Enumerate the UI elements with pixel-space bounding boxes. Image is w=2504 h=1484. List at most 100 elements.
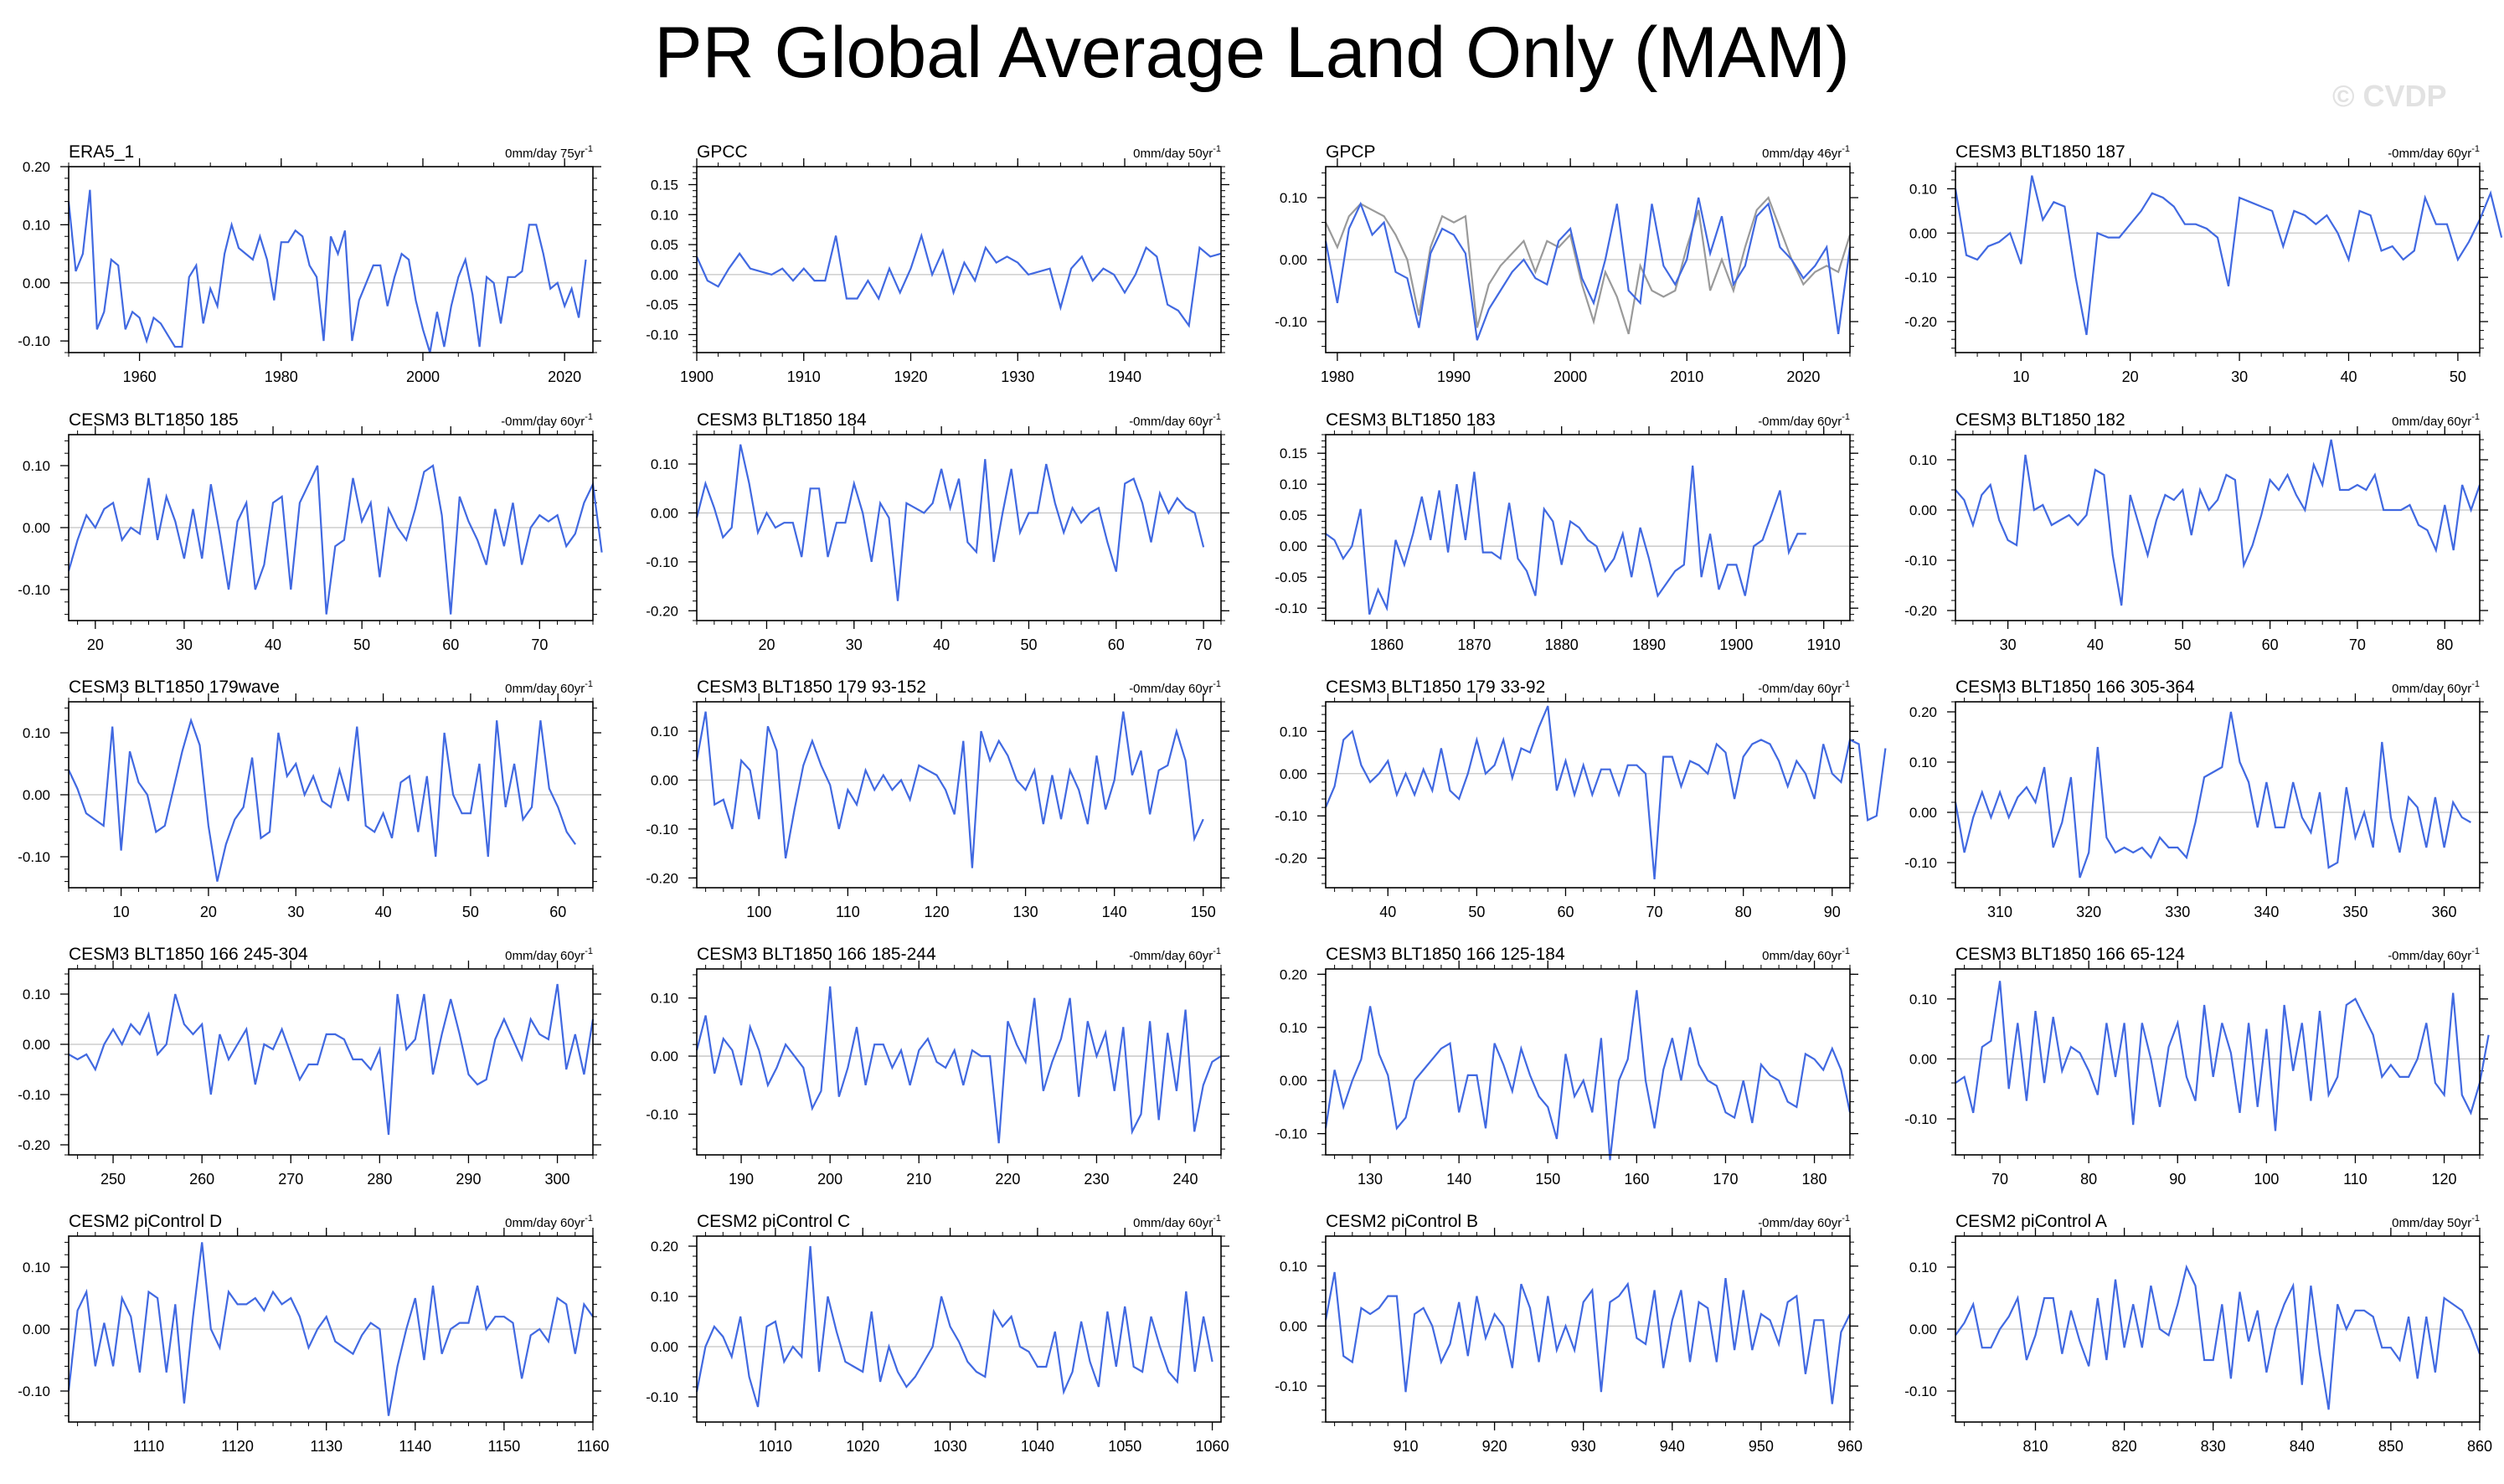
trend-label: 0mm/day 60yr-1 (2392, 412, 2480, 429)
panel-18: CESM2 piControl C 0mm/day 60yr-1 1010 1020 1… (646, 1212, 1229, 1455)
trend-label: 0mm/day 60yr-1 (1133, 1213, 1221, 1230)
x-tick-label: 70 (1195, 636, 1212, 653)
trend-exponent: -1 (2471, 412, 2480, 422)
trend-exponent: -1 (585, 679, 593, 689)
y-tick-label: -0.10 (18, 333, 50, 349)
x-tick-label: 1140 (399, 1438, 431, 1455)
x-tick-label: 30 (2231, 368, 2248, 385)
trend-label: -0mm/day 60yr-1 (1129, 679, 1221, 696)
x-tick-label: 810 (2022, 1438, 2048, 1455)
x-tick-label: 260 (189, 1171, 214, 1188)
plot-frame (1325, 434, 1851, 621)
x-tick-label: 1160 (577, 1438, 610, 1455)
x-tick-label: 20 (87, 636, 104, 653)
x-tick-label: 1910 (787, 368, 821, 385)
panel-title: CESM3 BLT1850 182 (1955, 410, 2125, 430)
x-tick-label: 40 (2087, 636, 2104, 653)
panel-8: CESM3 BLT1850 182 0mm/day 60yr-1 30 40 50 60 7… (1904, 410, 2488, 653)
x-tick-label: 1940 (1108, 368, 1141, 385)
panel-title: CESM2 piControl D (69, 1212, 222, 1231)
panel-title: CESM3 BLT1850 179 33-92 (1326, 678, 1545, 697)
y-tick-label: 0.10 (23, 217, 50, 233)
y-tick-label: -0.10 (18, 849, 50, 865)
x-tick-label: 850 (2378, 1438, 2404, 1455)
y-tick-label: 0.10 (1280, 190, 1307, 206)
y-tick-label: 0.00 (23, 276, 50, 291)
y-tick-label: -0.10 (1275, 808, 1307, 824)
y-tick-label: 0.00 (23, 787, 50, 803)
panel-1: ERA5_1 0mm/day 75yr-1 1960 1980 2000 2020 -0.1… (18, 142, 601, 385)
y-tick-label: -0.10 (646, 1106, 678, 1122)
trend-label: -0mm/day 60yr-1 (501, 412, 593, 429)
panel-title: CESM2 piControl B (1326, 1212, 1478, 1231)
series-line (1324, 990, 1852, 1161)
y-tick-label: -0.10 (1904, 1384, 1937, 1399)
x-tick-label: 1130 (310, 1438, 343, 1455)
y-tick-label: -0.10 (18, 582, 50, 598)
y-tick-label: -0.10 (1275, 314, 1307, 330)
x-tick-label: 1030 (934, 1438, 967, 1455)
x-tick-label: 1870 (1457, 636, 1491, 653)
x-tick-label: 50 (1468, 904, 1485, 920)
trend-label: -0mm/day 60yr-1 (2388, 946, 2480, 963)
trend-exponent: -1 (1842, 144, 1850, 154)
panel-title: CESM3 BLT1850 166 245-304 (69, 945, 308, 964)
series-line (1954, 711, 2471, 879)
y-tick-label: -0.20 (18, 1137, 50, 1153)
x-tick-label: 1150 (488, 1438, 521, 1455)
x-tick-label: 10 (2012, 368, 2029, 385)
plot-frame (696, 1235, 1222, 1423)
x-tick-label: 60 (2262, 636, 2279, 653)
plot-frame (1325, 166, 1851, 353)
y-tick-label: 0.10 (1909, 452, 1937, 468)
plot-frame (68, 166, 594, 353)
y-tick-label: 0.00 (1280, 1073, 1307, 1089)
x-tick-label: 80 (1735, 904, 1752, 920)
plot-frame (1325, 701, 1851, 889)
panel-17: CESM2 piControl D 0mm/day 60yr-1 1110 1120 1… (18, 1212, 609, 1455)
x-tick-label: 20 (2122, 368, 2139, 385)
trend-exponent: -1 (1213, 144, 1221, 154)
y-tick-label: 0.20 (1280, 966, 1307, 982)
x-tick-label: 920 (1482, 1438, 1507, 1455)
y-tick-label: 0.10 (23, 987, 50, 1002)
trend-exponent: -1 (1213, 946, 1221, 956)
x-tick-label: 90 (1824, 904, 1841, 920)
x-tick-label: 60 (1557, 904, 1574, 920)
trend-label: 0mm/day 50yr-1 (1133, 144, 1221, 161)
x-tick-label: 30 (287, 904, 304, 920)
x-tick-label: 290 (456, 1171, 481, 1188)
x-tick-label: 280 (367, 1171, 392, 1188)
x-tick-label: 1120 (221, 1438, 254, 1455)
y-tick-label: 0.10 (651, 456, 678, 472)
plot-frame (1955, 701, 2481, 889)
x-tick-label: 10 (113, 904, 130, 920)
x-tick-label: 30 (2000, 636, 2017, 653)
x-tick-label: 40 (933, 636, 950, 653)
plot-frame (696, 434, 1222, 621)
x-tick-label: 90 (2169, 1171, 2186, 1188)
plot-frame (68, 434, 594, 621)
panel-7: CESM3 BLT1850 183 -0mm/day 60yr-1 1860 1870… (1275, 410, 1858, 653)
x-tick-label: 30 (176, 636, 193, 653)
panel-9: CESM3 BLT1850 179wave 0mm/day 60yr-1 10 20 3… (18, 678, 601, 920)
y-tick-label: 0.10 (1280, 1259, 1307, 1275)
y-tick-label: 0.10 (23, 725, 50, 741)
y-tick-label: -0.10 (1904, 855, 1937, 871)
y-tick-label: 0.00 (651, 267, 678, 283)
trend-label: -0mm/day 60yr-1 (1758, 679, 1850, 696)
cvdp-watermark: © CVDP (2332, 79, 2447, 113)
x-tick-label: 1900 (1719, 636, 1753, 653)
x-tick-label: 110 (2343, 1171, 2367, 1188)
trend-exponent: -1 (585, 412, 593, 422)
panel-title: CESM2 piControl A (1955, 1212, 2107, 1231)
x-tick-label: 820 (2112, 1438, 2137, 1455)
x-tick-label: 70 (2349, 636, 2366, 653)
panel-title: CESM3 BLT1850 187 (1955, 142, 2125, 162)
trend-exponent: -1 (1842, 412, 1850, 422)
y-tick-label: 0.00 (1280, 1318, 1307, 1334)
x-tick-label: 20 (758, 636, 775, 653)
x-tick-label: 130 (1013, 904, 1038, 920)
y-tick-label: -0.10 (1275, 600, 1307, 616)
x-tick-label: 150 (1535, 1171, 1560, 1188)
